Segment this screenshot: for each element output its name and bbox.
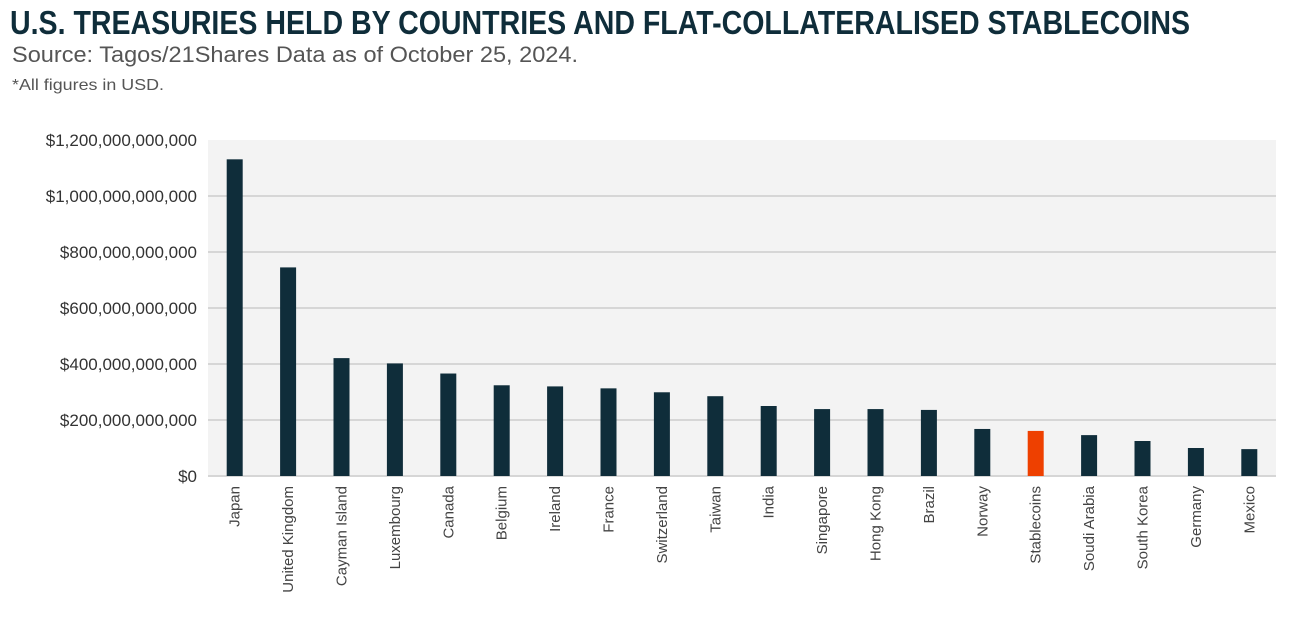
bar-taiwan — [707, 396, 724, 476]
y-tick-label: $1,200,000,000,000 — [46, 131, 197, 150]
x-tick-label: Norway — [974, 486, 991, 537]
bar-mexico — [1241, 449, 1258, 476]
x-tick-label: Soudi Arabia — [1081, 485, 1098, 571]
bar-germany — [1187, 448, 1204, 476]
x-tick-label: Brazil — [921, 486, 938, 524]
x-tick-label: Canada — [440, 485, 457, 538]
bar-canada — [440, 373, 457, 476]
x-tick-label: Cayman Island — [334, 486, 351, 586]
x-tick-label: United Kingdom — [280, 486, 297, 593]
bar-stablecoins — [1027, 430, 1044, 476]
x-tick-label: Mexico — [1241, 486, 1258, 534]
x-tick-label: Hong Kong — [868, 486, 885, 561]
bar-switzerland — [653, 392, 670, 476]
bar-india — [760, 406, 777, 476]
x-tick-label: Switzerland — [654, 486, 671, 564]
y-tick-label: $800,000,000,000 — [60, 243, 197, 262]
bar-brazil — [920, 409, 937, 476]
y-tick-label: $0 — [178, 467, 197, 486]
bar-france — [600, 388, 617, 476]
bar-soudi-arabia — [1081, 435, 1098, 476]
x-tick-label: Ireland — [547, 486, 564, 532]
y-tick-label: $400,000,000,000 — [60, 355, 197, 374]
chart-subtitle: Source: Tagos/21Shares Data as of Octobe… — [12, 42, 578, 67]
x-tick-label: Singapore — [814, 486, 831, 554]
chart-title: U.S. TREASURIES HELD BY COUNTRIES AND FL… — [10, 4, 1190, 41]
x-tick-label: Belgium — [494, 486, 511, 540]
bar-cayman-island — [333, 358, 350, 476]
x-tick-label: France — [601, 486, 618, 533]
x-tick-label: Luxembourg — [387, 486, 404, 569]
bar-belgium — [493, 385, 510, 476]
bar-ireland — [547, 386, 564, 476]
y-tick-label: $600,000,000,000 — [60, 299, 197, 318]
bar-luxembourg — [386, 363, 403, 476]
chart-note: *All figures in USD. — [12, 77, 164, 94]
x-tick-label: Japan — [227, 486, 244, 527]
bar-singapore — [814, 409, 831, 476]
x-tick-label: South Korea — [1135, 485, 1152, 569]
bar-norway — [974, 428, 991, 476]
y-tick-label: $1,000,000,000,000 — [46, 187, 197, 206]
x-tick-label: India — [761, 485, 778, 518]
y-tick-label: $200,000,000,000 — [60, 411, 197, 430]
x-tick-label: Germany — [1188, 486, 1205, 548]
bar-south-korea — [1134, 441, 1151, 476]
bar-japan — [226, 159, 243, 476]
x-tick-label: Stablecoins — [1028, 486, 1045, 564]
bar-hong-kong — [867, 409, 884, 476]
bar-united-kingdom — [280, 267, 297, 476]
x-tick-label: Taiwan — [707, 486, 724, 533]
